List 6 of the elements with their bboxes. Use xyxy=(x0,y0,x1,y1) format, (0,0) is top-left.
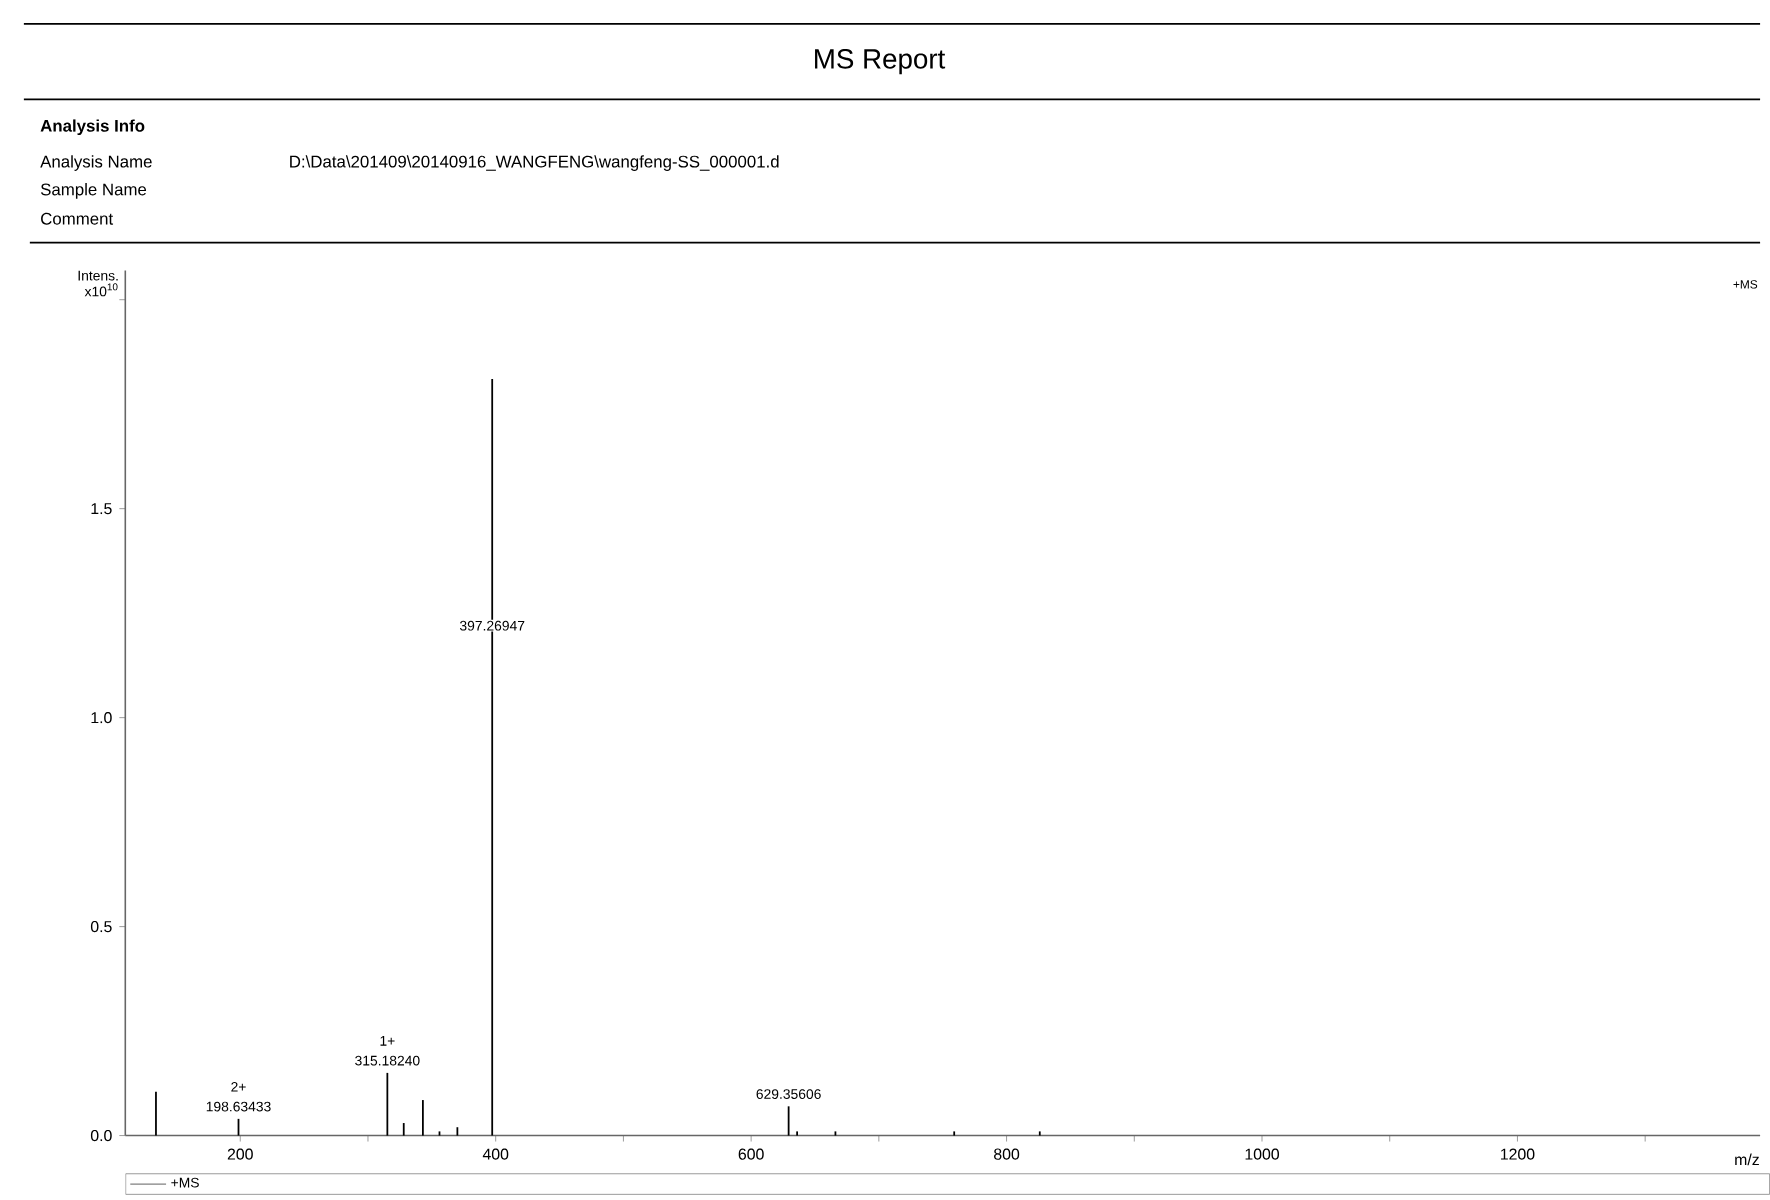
text: Sample Name xyxy=(40,183,147,200)
text: D:\Data\201409\20140916_WANGFENG\wangfeng-SS_000001.d xyxy=(290,155,779,172)
chart-title: MS Report xyxy=(815,49,946,75)
text: Analysis Info xyxy=(40,119,145,136)
text: Comment xyxy=(41,213,114,226)
text: Analysis Name xyxy=(40,155,152,172)
